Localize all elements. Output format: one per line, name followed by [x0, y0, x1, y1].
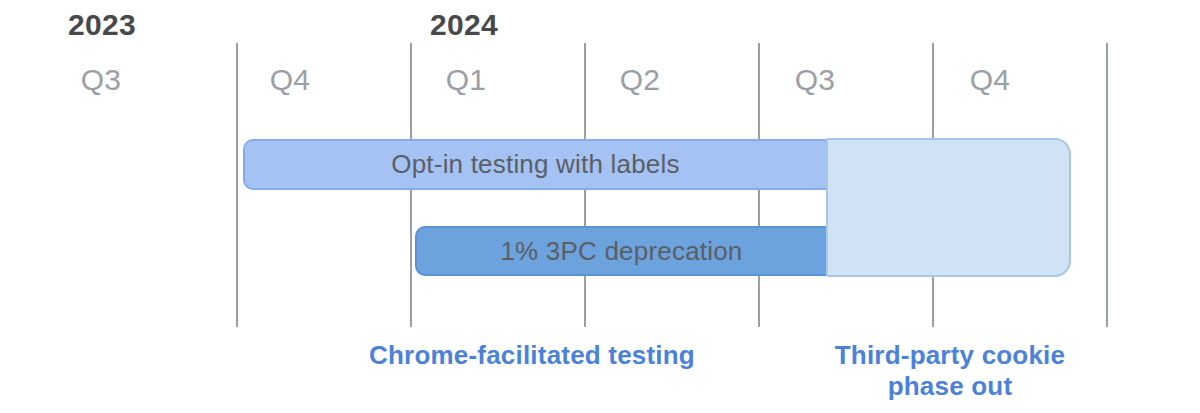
quarter-gridline	[1106, 43, 1108, 327]
quarter-label-2024-q2: Q2	[620, 63, 661, 97]
quarter-label-2023-q3: Q3	[81, 63, 122, 97]
deprecation-bar-label: 1% 3PC deprecation	[500, 236, 742, 267]
caption-chrome-facilitated-testing: Chrome-facilitated testing	[369, 340, 695, 371]
opt-in-testing-bar-label: Opt-in testing with labels	[391, 149, 679, 180]
quarter-label-2024-q3: Q3	[795, 63, 836, 97]
deprecation-bar: 1% 3PC deprecation	[415, 226, 826, 276]
caption-third-party-cookie-phase-out: Third-party cookie phase out	[800, 340, 1100, 402]
quarter-label-2024-q4: Q4	[970, 63, 1011, 97]
cookie-deprecation-timeline-chart: 2023 2024 Q3 Q4 Q1 Q2 Q3 Q4 Opt-in testi…	[0, 0, 1200, 413]
quarter-label-2024-q1: Q1	[446, 63, 487, 97]
quarter-label-2023-q4: Q4	[270, 63, 311, 97]
year-label-2023: 2023	[68, 8, 136, 42]
year-label-2024: 2024	[430, 8, 498, 42]
opt-in-testing-bar: Opt-in testing with labels	[243, 139, 826, 190]
quarter-gridline	[236, 43, 238, 327]
phase-out-region	[826, 138, 1071, 277]
